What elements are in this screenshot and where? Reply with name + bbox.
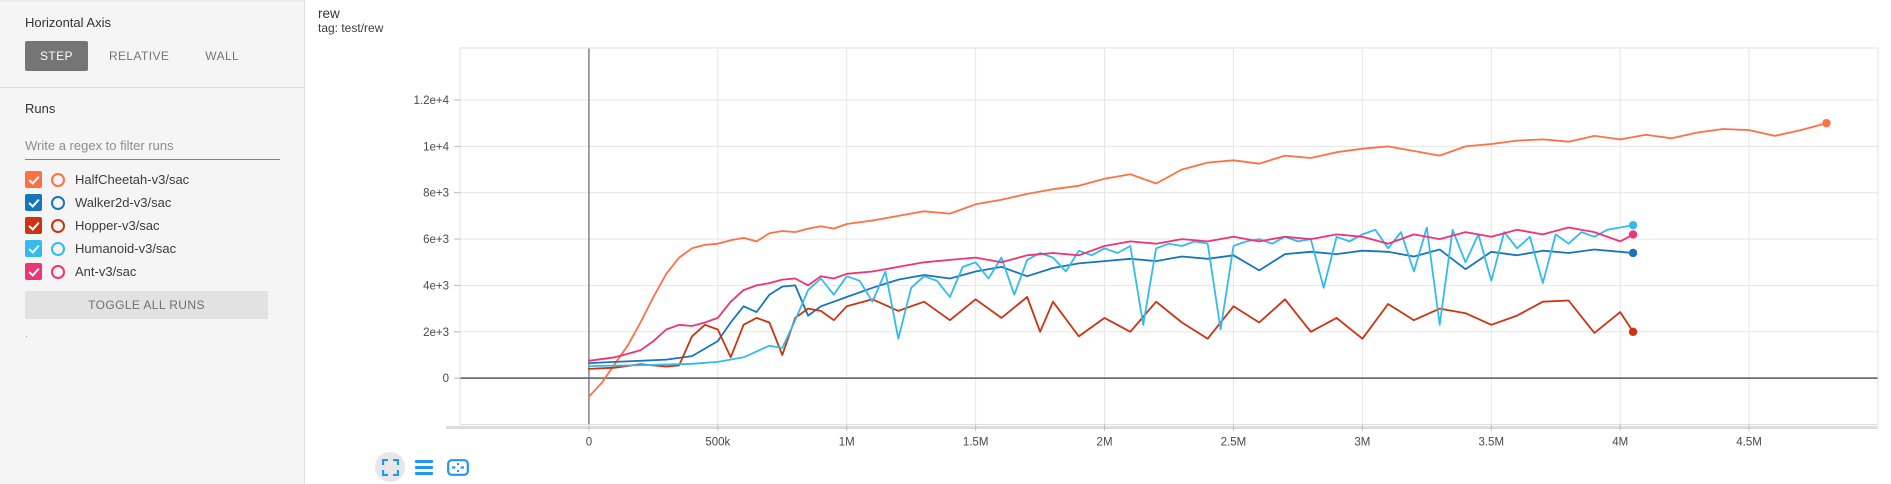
runs-list: HalfCheetah-v3/sac Walker2d-v3/sac Hoppe… bbox=[25, 168, 279, 283]
horizontal-axis-section: Horizontal Axis STEP RELATIVE WALL bbox=[0, 2, 304, 87]
x-axis-tick-label: 4M bbox=[1612, 437, 1628, 449]
x-axis-tick-label: 2M bbox=[1097, 437, 1113, 449]
runs-heading: Runs bbox=[25, 101, 56, 116]
run-row: Hopper-v3/sac bbox=[25, 214, 279, 237]
axis-step-button[interactable]: STEP bbox=[25, 41, 88, 71]
run-checkbox-icon[interactable] bbox=[25, 217, 42, 234]
y-axis-tick-label: 1.2e+4 bbox=[414, 95, 450, 107]
sidebar-divider bbox=[0, 87, 304, 88]
series-end-dot-Walker2d-v3/sac[interactable] bbox=[1628, 248, 1638, 258]
run-row: Humanoid-v3/sac bbox=[25, 237, 279, 260]
y-axis-tick-label: 6e+3 bbox=[423, 234, 449, 246]
horizontal-axis-button-group: STEP RELATIVE WALL bbox=[25, 41, 279, 87]
run-label[interactable]: HalfCheetah-v3/sac bbox=[75, 172, 190, 187]
x-axis-tick-label: 1M bbox=[839, 437, 855, 449]
run-color-ring-icon[interactable] bbox=[51, 264, 65, 279]
x-axis-tick-label: 500k bbox=[705, 437, 730, 449]
fit-domain-to-data-icon[interactable] bbox=[443, 452, 473, 482]
fullscreen-icon[interactable] bbox=[375, 452, 405, 482]
run-checkbox-icon[interactable] bbox=[25, 240, 42, 257]
series-line-Walker2d-v3/sac[interactable] bbox=[588, 248, 1634, 364]
run-label[interactable]: Hopper-v3/sac bbox=[75, 218, 160, 233]
runs-selector-icon[interactable] bbox=[409, 452, 439, 482]
y-axis-tick-label: 2e+3 bbox=[423, 327, 449, 339]
x-axis-tick-label: 2.5M bbox=[1221, 437, 1247, 449]
chart-tag-subtitle: tag: test/rew bbox=[318, 21, 384, 35]
series-line-Ant-v3/sac[interactable] bbox=[588, 226, 1634, 362]
series-line-Hopper-v3/sac[interactable] bbox=[588, 296, 1634, 370]
run-row: HalfCheetah-v3/sac bbox=[25, 168, 279, 191]
horizontal-axis-heading: Horizontal Axis bbox=[25, 15, 111, 30]
scalar-chart-card: rew tag: test/rew 0 500k 1M 1.5M 2M 2.5M 3M 3.5… bbox=[305, 0, 1891, 484]
runs-filter-input[interactable] bbox=[25, 136, 280, 160]
chart-toolbar bbox=[375, 452, 477, 482]
settings-sidebar: Horizontal Axis STEP RELATIVE WALL Runs … bbox=[0, 0, 305, 484]
run-color-ring-icon[interactable] bbox=[51, 241, 65, 256]
sidebar-footnote: . bbox=[25, 328, 29, 340]
series-line-Humanoid-v3/sac[interactable] bbox=[588, 224, 1634, 367]
series-end-dot-Ant-v3/sac[interactable] bbox=[1628, 230, 1638, 239]
y-axis-tick-label: 4e+3 bbox=[423, 280, 449, 292]
series-line-HalfCheetah-v3/sac[interactable] bbox=[588, 122, 1828, 398]
run-color-ring-icon[interactable] bbox=[51, 195, 65, 210]
axis-relative-button[interactable]: RELATIVE bbox=[94, 41, 184, 71]
y-axis-tick-label: 1e+4 bbox=[423, 141, 450, 153]
run-label[interactable]: Ant-v3/sac bbox=[75, 264, 137, 279]
x-axis-tick-label: 1.5M bbox=[963, 437, 989, 449]
run-checkbox-icon[interactable] bbox=[25, 171, 42, 188]
runs-section: Runs HalfCheetah-v3/sac Walker2d-v3/sac … bbox=[0, 88, 304, 340]
run-label[interactable]: Humanoid-v3/sac bbox=[75, 241, 177, 256]
run-checkbox-icon[interactable] bbox=[25, 263, 42, 280]
chart-title: rew bbox=[318, 6, 340, 21]
run-color-ring-icon[interactable] bbox=[51, 172, 65, 187]
run-label[interactable]: Walker2d-v3/sac bbox=[75, 195, 172, 210]
axis-wall-button[interactable]: WALL bbox=[190, 41, 254, 71]
series-end-dot-Humanoid-v3/sac[interactable] bbox=[1628, 220, 1638, 230]
run-row: Walker2d-v3/sac bbox=[25, 191, 279, 214]
reward-line-chart[interactable]: 0 500k 1M 1.5M 2M 2.5M 3M 3.5M 4M 4.5M 0 2e+3 4e+3 6e… bbox=[305, 0, 1891, 484]
run-color-ring-icon[interactable] bbox=[51, 218, 65, 233]
y-axis-tick-label: 0 bbox=[443, 373, 449, 385]
series-end-dot-HalfCheetah-v3/sac[interactable] bbox=[1822, 118, 1831, 128]
x-axis-tick-label: 0 bbox=[586, 437, 592, 449]
x-axis-tick-label: 3M bbox=[1354, 437, 1370, 449]
x-axis-tick-label: 4.5M bbox=[1736, 437, 1762, 449]
toggle-all-runs-button[interactable]: TOGGLE ALL RUNS bbox=[25, 291, 268, 319]
y-axis-tick-label: 8e+3 bbox=[423, 188, 449, 200]
x-axis-tick-label: 3.5M bbox=[1478, 437, 1504, 449]
run-checkbox-icon[interactable] bbox=[25, 194, 42, 211]
run-row: Ant-v3/sac bbox=[25, 260, 279, 283]
series-end-dot-Hopper-v3/sac[interactable] bbox=[1628, 327, 1638, 336]
